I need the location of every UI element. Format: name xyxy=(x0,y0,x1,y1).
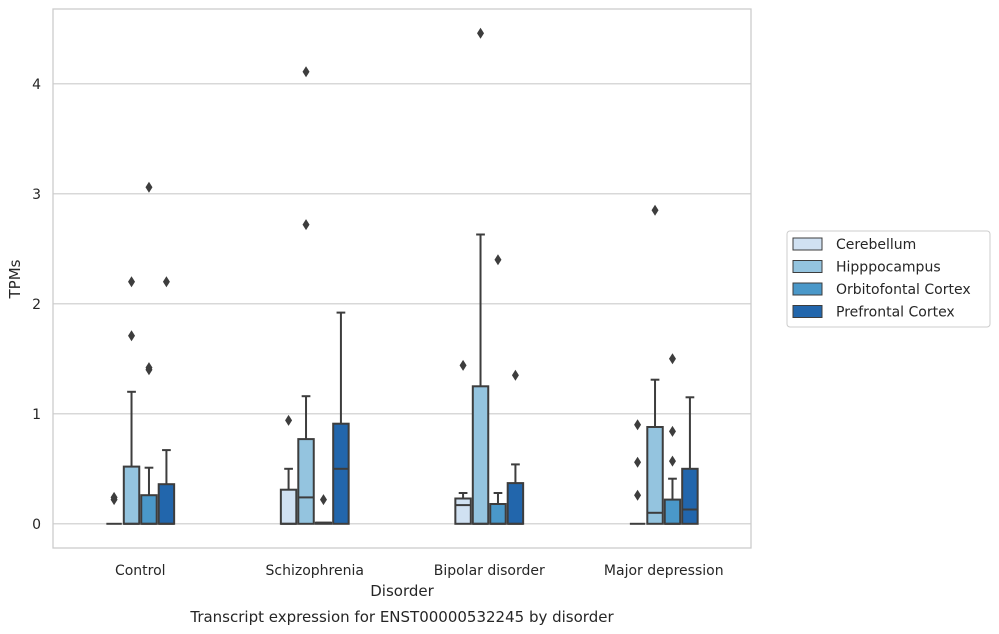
outlier-point xyxy=(319,494,327,506)
outlier-point xyxy=(145,362,153,374)
series-hipppocampus xyxy=(122,27,664,525)
legend-label: Orbitofontal Cortex xyxy=(836,282,971,298)
outlier-point xyxy=(668,425,676,437)
box xyxy=(314,494,333,525)
x-axis-ticks: Control Schizophrenia Bipolar disorder Majo… xyxy=(115,563,724,579)
y-axis-label: TPMs xyxy=(6,259,24,299)
legend-frame xyxy=(786,230,991,328)
box-body xyxy=(663,498,682,525)
box-body xyxy=(646,426,664,525)
box xyxy=(332,311,350,525)
box xyxy=(663,353,682,525)
box xyxy=(279,414,298,525)
outlier-point xyxy=(162,276,170,288)
legend-swatch xyxy=(792,305,823,318)
box xyxy=(506,369,525,525)
outlier-point xyxy=(668,353,676,365)
outlier-point xyxy=(651,204,659,216)
outlier-point xyxy=(511,369,519,381)
series-prefrontal-cortex xyxy=(157,276,699,525)
outlier-point xyxy=(634,419,642,431)
box-body xyxy=(471,385,490,525)
box-body xyxy=(489,503,507,525)
outlier-point xyxy=(634,489,642,501)
box xyxy=(140,181,158,525)
box-series xyxy=(106,27,699,525)
outlier-point xyxy=(128,276,136,288)
chart-caption: Transcript expression for ENST0000053224… xyxy=(189,608,614,626)
y-tick-label: 0 xyxy=(32,517,41,533)
box xyxy=(454,359,472,525)
box-body xyxy=(332,422,350,525)
y-tick-label: 3 xyxy=(32,187,41,203)
outlier-point xyxy=(128,330,136,342)
y-axis-ticks: 0 1 2 3 4 xyxy=(32,77,41,533)
legend-label: Cerebellum xyxy=(836,237,916,253)
box-body xyxy=(279,488,298,525)
box-body xyxy=(122,465,141,525)
outlier-point xyxy=(668,455,676,467)
y-tick-label: 4 xyxy=(32,77,41,93)
legend-swatch xyxy=(792,237,823,251)
box-body xyxy=(454,497,472,525)
box-body xyxy=(157,483,176,525)
x-tick-label: Control xyxy=(115,563,166,579)
box-body xyxy=(506,482,525,525)
x-tick-label: Bipolar disorder xyxy=(434,563,545,579)
box xyxy=(629,419,646,525)
outlier-point xyxy=(285,414,293,426)
plot-frame xyxy=(52,8,752,549)
series-orbitofontal-cortex xyxy=(140,181,682,525)
box-body xyxy=(297,438,315,525)
legend-swatch xyxy=(792,282,823,296)
box xyxy=(646,204,664,525)
outlier-point xyxy=(477,27,485,39)
box xyxy=(106,491,122,525)
legend: Cerebellum Hipppocampus Orbitofontal Corte… xyxy=(786,230,991,328)
legend-swatch xyxy=(792,260,823,273)
y-tick-label: 1 xyxy=(32,407,41,423)
box xyxy=(122,276,141,525)
legend-label: Prefrontal Cortex xyxy=(836,305,955,321)
outlier-point xyxy=(459,359,467,371)
box xyxy=(471,27,490,525)
x-axis-label: Disorder xyxy=(370,582,434,600)
legend-label: Hipppocampus xyxy=(836,260,941,276)
box xyxy=(157,276,176,525)
outlier-point xyxy=(110,491,118,503)
outlier-point xyxy=(145,181,153,193)
outlier-point xyxy=(494,254,502,266)
box xyxy=(297,66,315,525)
box-body xyxy=(140,494,158,525)
outlier-point xyxy=(302,219,310,231)
outlier-point xyxy=(634,456,642,468)
box xyxy=(681,396,699,525)
x-tick-label: Schizophrenia xyxy=(266,563,364,579)
box-body xyxy=(681,467,699,525)
box xyxy=(489,254,507,525)
y-tick-label: 2 xyxy=(32,297,41,313)
series-cerebellum xyxy=(106,359,646,525)
outlier-point xyxy=(302,66,310,78)
x-tick-label: Major depression xyxy=(604,563,724,579)
